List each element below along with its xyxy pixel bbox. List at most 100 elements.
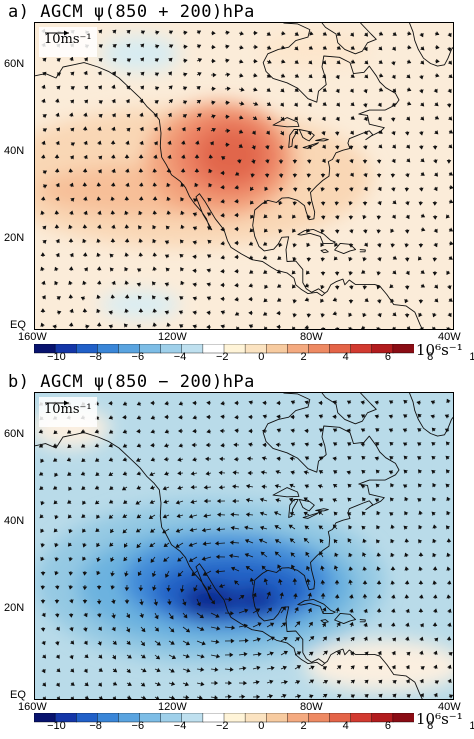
wind-vector-head: [253, 73, 258, 78]
wind-vector-head: [289, 456, 294, 461]
wind-vector-head: [388, 414, 393, 419]
wind-vector-head: [164, 414, 168, 420]
wind-vector-head: [124, 280, 130, 285]
wind-vector-head: [283, 650, 288, 655]
wind-vector-head: [97, 169, 102, 174]
wind-vector-head: [294, 59, 299, 64]
wind-vector-head: [82, 571, 88, 576]
wind-vector-head: [350, 665, 355, 670]
wind-vector-head: [67, 471, 72, 476]
wind-vector-head: [346, 428, 351, 434]
colorbar-tick-label: 0: [258, 351, 265, 363]
wind-vector-head: [96, 585, 102, 590]
wind-vector-head: [306, 215, 311, 220]
wind-vector-head: [444, 428, 450, 433]
wind-vector-head: [251, 159, 256, 165]
wind-vector-head: [55, 182, 60, 188]
wind-vector-head: [239, 115, 244, 120]
wind-vector-head: [40, 556, 45, 562]
wind-vector-head: [389, 283, 394, 289]
wind-vector-head: [96, 322, 102, 327]
wind-vector-head: [228, 553, 233, 559]
wind-vector-head: [322, 31, 328, 36]
wind-vector-head: [83, 196, 88, 201]
wind-vector-head: [433, 664, 438, 669]
wind-vector-head: [178, 443, 183, 448]
wind-vector-head: [140, 71, 145, 77]
wind-vector-head: [123, 499, 128, 504]
wind-vector-head: [52, 485, 58, 490]
wind-vector-head: [376, 215, 382, 220]
wind-vector-head: [218, 485, 223, 490]
wind-vector-head: [220, 414, 225, 420]
panel-a-colorbar: [34, 344, 414, 360]
wind-vector-head: [239, 73, 244, 78]
wind-vector-head: [166, 168, 172, 173]
wind-vector-head: [275, 498, 280, 503]
wind-vector-head: [108, 443, 113, 448]
wind-vector-head: [376, 271, 381, 276]
wind-vector-head: [152, 308, 158, 313]
wind-vector-head: [192, 212, 197, 217]
wind-vector-head: [163, 499, 168, 504]
wind-vector-head: [234, 400, 238, 406]
colorbar-tick-label: 10: [469, 351, 474, 363]
wind-vector-head: [364, 60, 369, 65]
wind-vector-head: [430, 414, 435, 419]
wind-vector-head: [391, 102, 396, 108]
wind-vector-head: [278, 187, 284, 192]
great-lake-3: [302, 142, 319, 149]
wind-vector-head: [307, 102, 312, 108]
wind-vector-head: [262, 400, 267, 406]
wind-vector-head: [190, 499, 195, 505]
wind-vector-head: [83, 154, 88, 160]
wind-vector-head: [364, 665, 369, 670]
wind-vector-head: [53, 499, 58, 505]
wind-vector-head: [278, 174, 284, 178]
wind-vector-head: [282, 693, 287, 699]
wind-vector-head: [445, 469, 451, 474]
wind-vector-head: [447, 88, 452, 94]
wind-vector-head: [263, 228, 269, 233]
wind-vector-head: [176, 513, 181, 519]
wind-vector-head: [55, 641, 60, 646]
wind-vector-head: [261, 484, 266, 490]
wind-vector-head: [392, 270, 397, 275]
wind-vector-head: [152, 238, 157, 244]
wind-vector-head: [277, 564, 282, 569]
wind-vector-head: [417, 256, 422, 261]
wind-vector-head: [138, 154, 144, 159]
wind-vector-head: [362, 552, 367, 557]
reference-vector-head: [64, 30, 69, 36]
wind-vector-head: [186, 668, 191, 673]
wind-vector-head: [150, 558, 155, 563]
wind-vector-head: [249, 269, 254, 274]
wind-vector-head: [303, 511, 308, 516]
wind-vector-head: [278, 145, 284, 150]
wind-vector-head: [249, 186, 255, 191]
wind-vector-head: [111, 71, 116, 76]
wind-vector-head: [234, 580, 239, 585]
wind-vector-head: [376, 525, 381, 530]
wind-vector-head: [390, 538, 395, 544]
wind-vector-head: [179, 296, 184, 301]
wind-vector-head: [402, 428, 408, 433]
wind-vector-head: [110, 154, 116, 159]
wind-vector-head: [152, 266, 157, 271]
wind-vector-head: [97, 126, 102, 131]
wind-vector-head: [220, 226, 225, 232]
wind-vector-head: [110, 294, 116, 299]
wind-vector-head: [206, 310, 211, 316]
wind-vector-head: [447, 622, 452, 627]
wind-vector-head: [446, 636, 452, 641]
wind-vector-head: [293, 102, 298, 107]
wind-vector-head: [320, 215, 326, 220]
wind-vector-head: [97, 210, 102, 215]
wind-vector-head: [234, 296, 239, 302]
wind-vector-head: [392, 680, 397, 685]
panel-b-lon-160: 160W: [18, 701, 47, 713]
wind-vector-head: [230, 566, 236, 572]
wind-vector-head: [432, 594, 438, 599]
contour-level-pos-b: [305, 639, 453, 692]
wind-vector-head: [228, 597, 233, 602]
